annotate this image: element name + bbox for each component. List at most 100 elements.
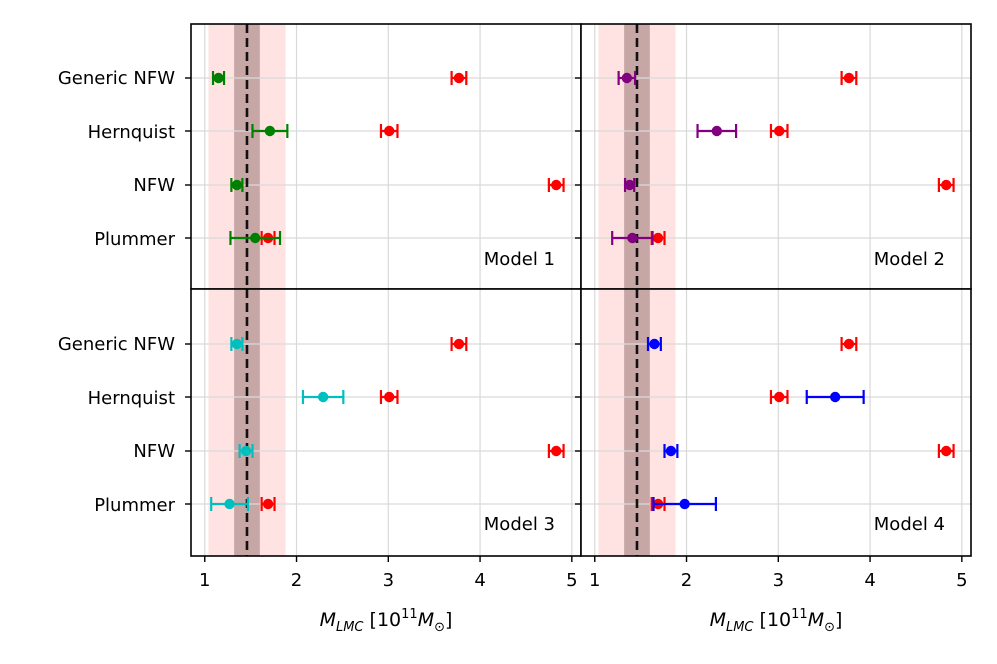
reference-point-1-marker [384,391,395,403]
xlabel-bracket-close: ] [445,609,452,631]
model-point-3 [652,497,717,511]
model-point-3-marker [679,498,690,510]
reference-point-0 [450,337,468,351]
xlabel-bracket-close: ] [835,609,842,631]
xtick-label: 5 [956,570,967,591]
reference-point-3-marker [652,232,664,244]
reference-point-1 [769,390,789,404]
ytick-label: NFW [133,175,175,196]
plot-area [581,24,971,289]
reference-point-1-marker [384,125,395,137]
xlabel-unit: M [808,609,824,631]
model-point-2 [230,178,244,192]
xtick-label: 1 [589,570,600,591]
reference-point-1-marker [774,391,785,403]
model-point-2-marker [624,179,635,191]
reference-point-2 [937,178,955,192]
reference-point-2-marker [941,179,952,191]
xlabel-sub: LMC [336,620,364,635]
reference-point-2-marker [551,445,562,457]
reference-point-1 [379,124,399,138]
model-point-3-marker [224,498,235,510]
reference-point-0-marker [843,72,855,84]
model-point-0-marker [621,72,633,84]
reference-point-2 [547,444,565,458]
model-point-1 [301,390,345,404]
ytick-label: Plummer [94,229,175,250]
xtick-label: 4 [864,570,875,591]
model-point-1-marker [264,125,276,137]
plot-area [191,24,581,289]
ytick-label: Generic NFW [58,68,175,89]
ytick-label: Generic NFW [58,334,175,355]
xlabel-symbol: M [320,609,336,631]
xlabel-unit: M [418,609,434,631]
model-point-3 [210,497,249,511]
x-axis-title-left: MLMC [1011M⊙] [320,607,453,635]
model-point-1 [696,124,738,138]
model-point-3-marker [250,232,261,244]
plot-area [581,289,971,556]
x-axis-ticks-right: 1 2 3 4 5 [589,570,968,591]
model-point-1 [251,124,289,138]
panel-label-model-4: Model 4 [874,514,945,535]
ytick-label: NFW [133,441,175,462]
model-point-0 [646,337,662,351]
reference-point-1-marker [774,125,785,137]
model-point-2-marker [240,445,252,457]
model-point-2-marker [665,445,677,457]
x-axis-title-right: MLMC [1011M⊙] [710,607,843,635]
reference-point-3-marker [262,498,274,510]
reference-point-0 [840,71,858,85]
model-point-3 [611,231,654,245]
xtick-label: 4 [474,570,485,591]
reference-point-2 [937,444,955,458]
panel-model-2 [575,23,972,290]
reference-point-3 [260,497,276,511]
reference-point-0-marker [453,72,465,84]
xlabel-unit-sub: ⊙ [824,620,835,635]
model-point-0-marker [231,338,243,350]
reference-point-1 [379,390,399,404]
panel-label-model-1: Model 1 [484,249,555,270]
model-point-1-marker [711,125,723,137]
reference-point-2-marker [941,445,952,457]
panel-label-model-3: Model 3 [484,514,555,535]
plot-frame [580,288,972,557]
model-point-3 [229,231,282,245]
xlabel-symbol: M [710,609,726,631]
reference-point-0-marker [453,338,465,350]
model-point-2 [663,444,679,458]
model-point-0 [211,71,226,85]
xlabel-unit-sub: ⊙ [434,620,445,635]
reference-point-0 [450,71,468,85]
xtick-label: 5 [566,570,577,591]
reference-point-0-marker [843,338,855,350]
panel-label-model-2: Model 2 [874,249,945,270]
model-point-1-marker [829,391,841,403]
model-point-2-marker [231,179,243,191]
reference-point-2 [547,178,565,192]
xlabel-exp: 11 [791,607,808,622]
model-point-0 [617,71,637,85]
model-point-1 [805,390,865,404]
xtick-label: 2 [681,570,692,591]
ytick-label: Hernquist [88,122,175,143]
model-point-0-marker [649,338,660,350]
ytick-label: Hernquist [88,388,175,409]
xlabel-sub: LMC [726,620,754,635]
plot-area [191,289,581,556]
model-point-1-marker [317,391,329,403]
model-point-0 [230,337,244,351]
panel-model-4 [575,288,972,562]
xtick-label: 1 [199,570,210,591]
ytick-label: Plummer [94,495,175,516]
x-axis-ticks-left: 1 2 3 4 5 [199,570,578,591]
xtick-label: 2 [291,570,302,591]
xtick-label: 3 [383,570,394,591]
xlabel-exp: 11 [401,607,418,622]
model-point-2 [238,444,254,458]
panel-model-3 [185,288,582,562]
y-axis-labels: Generic NFW Hernquist NFW Plummer Generi… [58,68,176,516]
